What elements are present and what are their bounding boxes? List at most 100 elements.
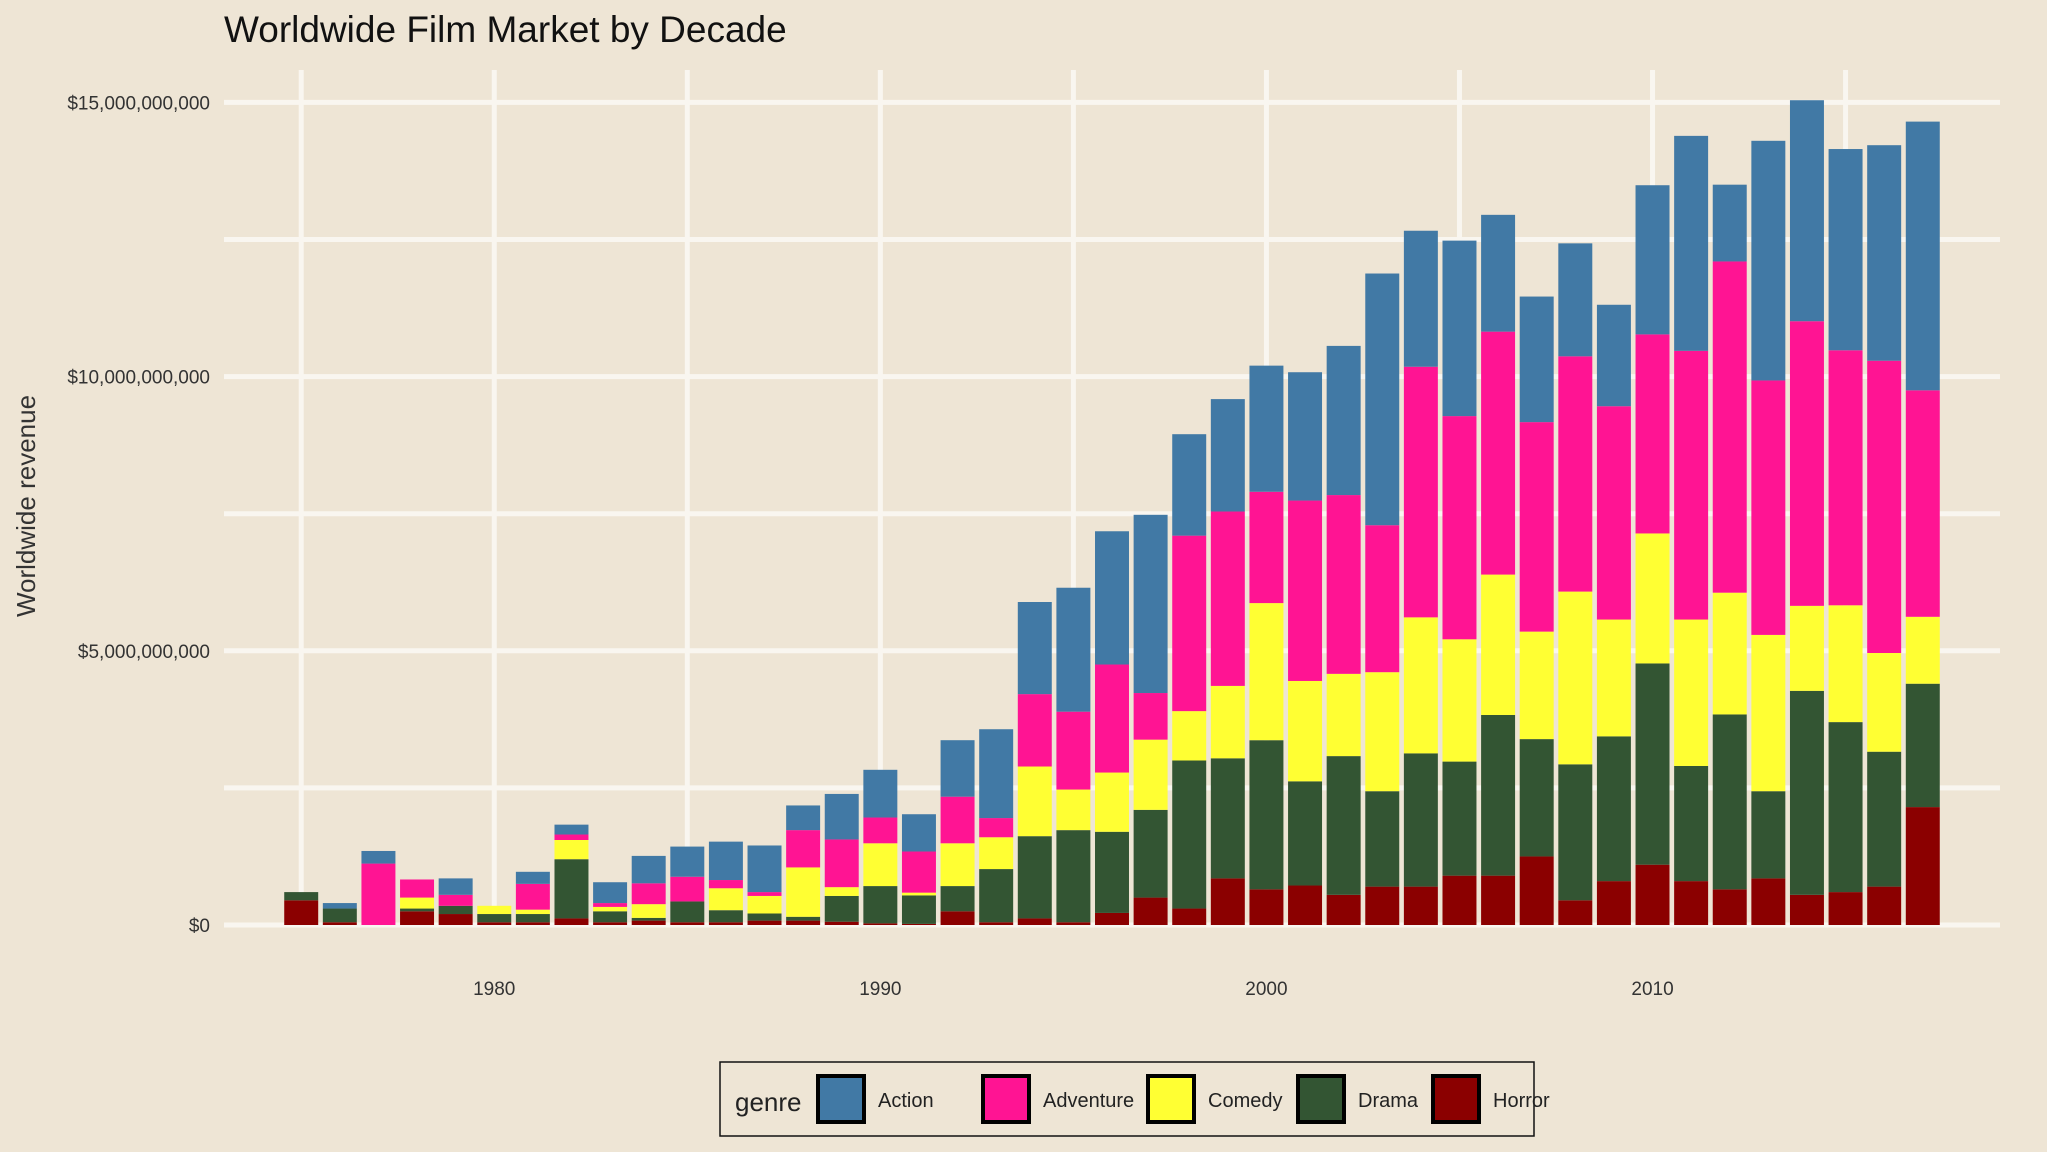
bar-segment bbox=[1674, 619, 1709, 766]
bar-segment bbox=[1828, 149, 1863, 351]
bar-segment bbox=[1442, 761, 1477, 876]
legend-label: Horror bbox=[1493, 1090, 1550, 1112]
bar-segment bbox=[1635, 864, 1670, 925]
bar-segment bbox=[940, 911, 975, 925]
bar-segment bbox=[1674, 135, 1709, 351]
bar-segment bbox=[1288, 885, 1323, 925]
bar-segment bbox=[1403, 753, 1438, 887]
bar-segment bbox=[1558, 900, 1593, 925]
bar-segment bbox=[438, 878, 473, 895]
bar-segment bbox=[1442, 639, 1477, 762]
bar-segment bbox=[1249, 491, 1284, 604]
bar-segment bbox=[1867, 751, 1902, 887]
legend-swatch bbox=[981, 1074, 1031, 1124]
bar-segment bbox=[1326, 894, 1361, 925]
bar-segment bbox=[1442, 875, 1477, 925]
bar-segment bbox=[1017, 836, 1052, 919]
bar-segment bbox=[1249, 365, 1284, 492]
bar-segment bbox=[593, 911, 628, 923]
bar-segment bbox=[515, 914, 550, 923]
legend: genre Action Adventure Comedy Drama Horror bbox=[719, 1061, 1550, 1137]
bar-segment bbox=[1596, 881, 1631, 925]
bar-segment bbox=[1210, 511, 1245, 686]
bar-segment bbox=[1596, 619, 1631, 737]
bar-segment bbox=[940, 886, 975, 912]
bar-segment bbox=[1481, 574, 1516, 715]
bar-segment bbox=[1481, 875, 1516, 925]
legend-label: Comedy bbox=[1208, 1090, 1282, 1112]
bar-segment bbox=[1635, 663, 1670, 865]
bar-segment bbox=[284, 900, 319, 925]
bar-segment bbox=[400, 911, 435, 925]
bar-segment bbox=[1172, 908, 1207, 925]
bar-segment bbox=[1751, 878, 1786, 925]
chart-title: Worldwide Film Market by Decade bbox=[224, 9, 787, 50]
bar-segment bbox=[901, 923, 936, 925]
bar-segment bbox=[1365, 791, 1400, 887]
bar-segment bbox=[1558, 764, 1593, 901]
bar-segment bbox=[1249, 740, 1284, 890]
bar-segment bbox=[631, 904, 666, 918]
bar-segment bbox=[901, 892, 936, 896]
bar-segment bbox=[1674, 881, 1709, 925]
bar-segment bbox=[1133, 739, 1168, 810]
legend-label: Adventure bbox=[1043, 1090, 1134, 1112]
bar-segment bbox=[515, 909, 550, 915]
bar-segment bbox=[1712, 714, 1747, 890]
bar-segment bbox=[1403, 617, 1438, 754]
bar-segment bbox=[1712, 261, 1747, 593]
bar-segment bbox=[1828, 892, 1863, 925]
bar-segment bbox=[901, 895, 936, 924]
bar-segment bbox=[1751, 791, 1786, 879]
bar-segment bbox=[515, 883, 550, 910]
bar-segment bbox=[1133, 693, 1168, 740]
bar-segment bbox=[1056, 711, 1091, 790]
bar-segment bbox=[747, 920, 782, 925]
bar-segment bbox=[477, 922, 512, 925]
bar-segment bbox=[554, 859, 589, 919]
bar-segment bbox=[477, 914, 512, 923]
bar-segment bbox=[1905, 807, 1940, 925]
bar-segment bbox=[593, 922, 628, 925]
y-tick-label: $15,000,000,000 bbox=[67, 93, 210, 114]
bar-segment bbox=[979, 818, 1014, 838]
bar-segment bbox=[1674, 765, 1709, 882]
bar-segment bbox=[593, 882, 628, 904]
x-tick-label: 2010 bbox=[1631, 979, 1673, 1000]
bar-segment bbox=[438, 914, 473, 925]
bar-segment bbox=[631, 917, 666, 921]
bar-segment bbox=[708, 841, 743, 881]
legend-swatch bbox=[1296, 1074, 1346, 1124]
bar-segment bbox=[1249, 603, 1284, 741]
bar-segment bbox=[786, 920, 821, 925]
legend-label: Action bbox=[878, 1090, 934, 1112]
x-tick-label: 1990 bbox=[859, 979, 901, 1000]
bar-segment bbox=[1288, 500, 1323, 681]
bar-segment bbox=[438, 905, 473, 915]
bar-segment bbox=[1596, 736, 1631, 882]
bar-segment bbox=[1789, 100, 1824, 322]
bar-segment bbox=[554, 918, 589, 925]
bar-segment bbox=[1249, 889, 1284, 925]
bar-segment bbox=[786, 830, 821, 868]
bar-segment bbox=[1905, 616, 1940, 684]
bar-segment bbox=[554, 840, 589, 860]
bar-segment bbox=[1867, 360, 1902, 653]
bar-segment bbox=[824, 793, 859, 840]
bar-segment bbox=[1751, 380, 1786, 635]
bar-segment bbox=[1789, 605, 1824, 691]
bar-segment bbox=[554, 824, 589, 835]
bar-segment bbox=[670, 876, 705, 902]
bar-segment bbox=[515, 871, 550, 884]
bar-segment bbox=[1828, 350, 1863, 606]
bar-segment bbox=[1017, 766, 1052, 837]
bar-segment bbox=[1210, 758, 1245, 879]
bar-segment bbox=[1288, 781, 1323, 886]
bar-segment bbox=[438, 894, 473, 906]
bar-segment bbox=[1751, 140, 1786, 381]
y-tick-label: $0 bbox=[189, 916, 210, 937]
bar-segment bbox=[863, 817, 898, 844]
bar-segment bbox=[1789, 690, 1824, 895]
x-tick-label: 1980 bbox=[473, 979, 515, 1000]
bar-segment bbox=[824, 839, 859, 888]
